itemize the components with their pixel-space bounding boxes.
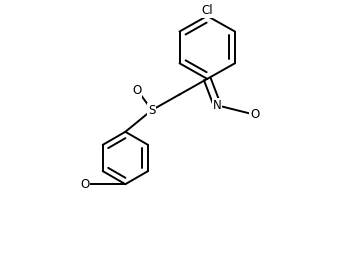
- Text: N: N: [213, 99, 222, 112]
- Text: Cl: Cl: [201, 4, 213, 17]
- Text: S: S: [148, 104, 155, 117]
- Text: O: O: [250, 108, 259, 121]
- Text: O: O: [132, 84, 141, 98]
- Text: O: O: [80, 178, 90, 191]
